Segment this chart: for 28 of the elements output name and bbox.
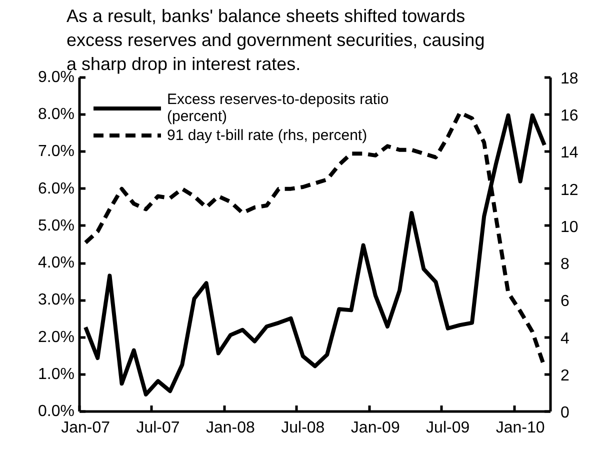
legend-label: 91 day t-bill rate (rhs, percent) (167, 126, 368, 144)
x-tick-label: Jul-09 (426, 420, 470, 436)
x-tick-label: Jan-07 (61, 420, 110, 436)
y2-tick-label: 2 (560, 367, 570, 384)
y-tick-label: 6.0% (38, 180, 74, 198)
y2-tick-label: 18 (560, 70, 578, 88)
y2-tick-label: 6 (560, 293, 570, 310)
y-tick-label: 1.0% (38, 366, 74, 383)
y-tick-label: 7.0% (38, 143, 74, 160)
x-tick-label: Jul-08 (281, 420, 325, 436)
y-tick-label: 4.0% (38, 254, 74, 272)
y2-tick-label: 0 (560, 404, 570, 422)
y-tick-label: 5.0% (38, 217, 74, 234)
y2-tick-label: 8 (560, 256, 570, 274)
x-tick-label: Jul-07 (136, 420, 180, 436)
x-tick-label: Jan-10 (496, 420, 545, 436)
y2-tick-label: 10 (560, 218, 578, 236)
y-tick-label: 0.0% (38, 403, 74, 420)
y-tick-label: 8.0% (38, 106, 74, 124)
x-tick-label: Jan-09 (350, 420, 400, 436)
y-tick-label: 3.0% (38, 292, 74, 309)
x-tick-label: Jan-08 (206, 420, 256, 436)
y2-tick-label: 14 (560, 144, 578, 162)
y2-tick-label: 12 (560, 182, 578, 199)
y-tick-label: 2.0% (38, 328, 74, 346)
y2-tick-label: 16 (560, 108, 578, 125)
legend-label: Excess reserves-to-deposits ratio (percent) (167, 91, 389, 125)
y2-tick-label: 4 (560, 330, 570, 348)
